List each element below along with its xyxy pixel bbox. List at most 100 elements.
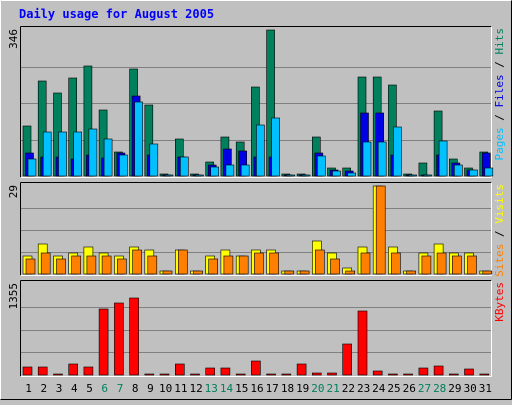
x-tick-labels: 1 2 3 4 5 6 7 8 9 10 11 12 13 14 15 16 17 18 19 20 21 22 23 24 2… [25,382,492,395]
bar-visits-sites-day-29 [451,255,462,275]
panel-kbytes-ymax-label: 1355 [7,283,20,310]
x-tick-label-day-6: 6 [101,382,108,395]
x-tick-label-day-9: 9 [147,382,154,395]
legend-part-2: Visits [493,184,506,224]
panel-hits-ymax-label: 346 [7,29,20,49]
x-tick-label-day-16: 16 [250,382,263,395]
bar-visits-sites-day-3 [56,258,66,275]
x-tick-label-day-3: 3 [56,382,63,395]
bar-kbytes-kbytes-day-18 [281,373,292,376]
bar-hits-pages-day-22 [347,172,357,177]
x-tick-label-day-31: 31 [479,382,492,395]
bar-hits-pages-day-28 [438,140,448,177]
bar-kbytes-kbytes-day-1 [22,366,33,376]
bar-hits-pages-day-1 [27,158,37,177]
bar-visits-sites-day-31 [482,270,493,275]
bar-visits-sites-day-19 [299,270,310,275]
bar-kbytes-kbytes-day-17 [266,373,276,376]
bar-visits-sites-day-20 [314,249,325,275]
bar-visits-sites-day-25 [391,252,401,275]
x-tick-label-day-10: 10 [159,382,172,395]
x-tick-label-day-20: 20 [311,382,324,395]
bar-kbytes-kbytes-day-2 [37,366,48,376]
bar-kbytes-kbytes-day-16 [251,360,261,376]
bar-visits-sites-day-7 [117,258,127,275]
legend-part-2: Files [493,74,506,107]
bar-visits-sites-day-18 [284,270,295,275]
bar-hits-hits-day-27 [418,162,428,177]
bar-visits-sites-day-10 [162,270,173,275]
bar-kbytes-kbytes-day-14 [220,367,231,376]
bar-hits-pages-day-11 [180,156,189,177]
bar-hits-pages-day-17 [271,117,280,177]
bar-visits-sites-day-4 [71,255,81,275]
bar-hits-pages-day-24 [377,141,387,177]
legend-part-1: / [493,108,506,128]
x-tick-label-day-14: 14 [220,382,234,395]
bar-visits-sites-day-5 [86,255,97,275]
bar-kbytes-kbytes-day-5 [83,366,94,376]
x-tick-label-day-28: 28 [433,382,446,395]
bar-kbytes-kbytes-day-13 [205,367,215,376]
bar-hits-pages-day-15 [240,164,250,177]
panel-visits: 29 Sites / Visits [7,182,506,277]
bar-kbytes-kbytes-day-6 [98,308,109,376]
bar-kbytes-kbytes-day-26 [403,373,413,376]
x-tick-label-day-12: 12 [189,382,202,395]
bar-visits-sites-day-28 [436,252,447,275]
bar-hits-pages-day-20 [316,155,326,177]
bar-kbytes-kbytes-day-25 [388,373,398,376]
bar-kbytes-kbytes-day-7 [114,302,124,376]
bar-hits-pages-day-14 [225,164,235,177]
bar-hits-pages-day-7 [119,154,128,177]
bar-hits-pages-day-5 [88,128,98,177]
legend-part-0: KBytes [493,282,506,322]
chart-title: Daily usage for August 2005 [19,7,214,21]
x-tick-label-day-15: 15 [235,382,248,395]
legend-part-3: / [493,55,506,75]
bar-hits-pages-day-16 [256,124,265,177]
bar-visits-sites-day-27 [421,255,432,275]
panel-kbytes: 1355 KBytes [7,280,506,377]
x-tick-label-day-19: 19 [296,382,309,395]
bar-hits-pages-day-25 [393,126,402,177]
bar-kbytes-kbytes-day-29 [448,373,459,376]
x-tick-label-day-11: 11 [174,382,187,395]
bar-kbytes-kbytes-day-31 [479,373,490,376]
bar-hits-pages-day-27 [423,174,433,177]
bar-visits-sites-day-30 [467,255,477,275]
bar-hits-pages-day-8 [134,101,143,177]
bar-visits-sites-day-26 [406,270,416,275]
panel-hits: 346 Pages / Files / Hits [7,26,506,178]
bar-kbytes-kbytes-day-15 [235,373,246,376]
bar-kbytes-kbytes-day-9 [144,373,155,376]
bar-visits-sites-day-15 [238,255,249,275]
bar-visits-sites-day-2 [40,252,51,275]
x-tick-label-day-24: 24 [372,382,386,395]
bar-hits-pages-day-30 [469,169,478,177]
bar-visits-sites-day-16 [254,252,264,275]
bar-visits-sites-day-6 [101,255,112,275]
bar-kbytes-kbytes-day-4 [68,363,78,376]
bar-hits-pages-day-18 [286,174,296,177]
x-tick-label-day-22: 22 [342,382,355,395]
bar-hits-pages-day-19 [301,174,311,177]
bar-visits-sites-day-9 [147,255,158,275]
bar-kbytes-kbytes-day-3 [53,373,63,376]
bar-hits-pages-day-31 [484,167,494,177]
bar-visits-sites-day-8 [132,249,142,275]
bar-kbytes-kbytes-day-21 [327,372,337,376]
bar-visits-sites-day-22 [345,270,356,275]
x-tick-label-day-18: 18 [281,382,294,395]
bar-kbytes-kbytes-day-28 [433,365,444,376]
bar-visits-sites-day-24 [375,185,386,275]
panel-visits-legend-label: Sites / Visits [493,184,506,277]
bar-kbytes-kbytes-day-30 [464,368,474,376]
legend-part-0: Pages [493,127,506,160]
bar-kbytes-kbytes-day-27 [418,367,429,376]
x-tick-label-day-7: 7 [117,382,124,395]
x-tick-label-day-23: 23 [357,382,370,395]
x-tick-label-day-5: 5 [86,382,93,395]
